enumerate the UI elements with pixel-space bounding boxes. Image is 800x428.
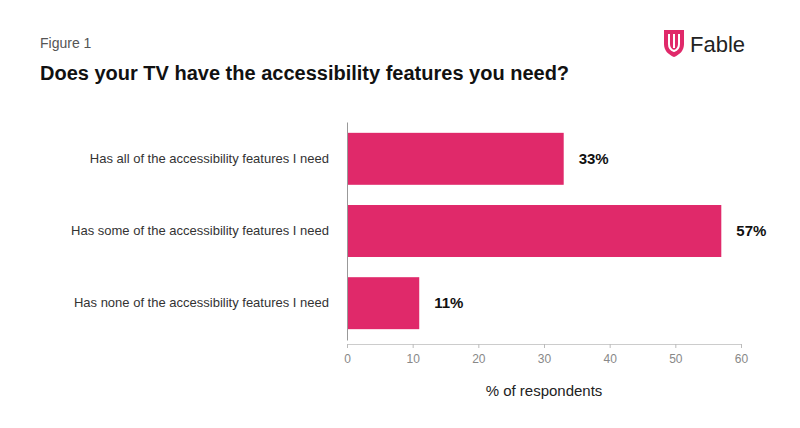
- x-tick: 40: [603, 344, 617, 366]
- title: Does your TV have the accessibility feat…: [40, 62, 569, 84]
- x-tick: 50: [669, 344, 683, 366]
- data-labels: 33% 57% 11%: [434, 150, 766, 311]
- x-tick-label: 40: [603, 352, 617, 366]
- x-tick: 30: [538, 344, 552, 366]
- x-tick-mark: [478, 344, 479, 348]
- chart-svg: Figure 1 Does your TV have the accessibil…: [0, 0, 800, 428]
- x-tick-mark: [675, 344, 676, 348]
- x-tick: 20: [472, 344, 486, 366]
- y-tick-label: Has some of the accessibility features I…: [71, 223, 329, 238]
- y-tick-label: Has all of the accessibility features I …: [90, 151, 329, 166]
- logo-icon: [664, 30, 684, 57]
- y-tick: Has none of the accessibility features I…: [74, 295, 329, 310]
- bar: [347, 277, 419, 329]
- y-tick: Has some of the accessibility features I…: [71, 223, 329, 238]
- x-tick-mark: [413, 344, 414, 348]
- y-axis-line: [347, 123, 348, 341]
- y-axis: Has all of the accessibility features I …: [71, 123, 347, 341]
- x-tick-mark: [741, 344, 742, 348]
- logo-icon-detail: [669, 34, 679, 51]
- x-tick-mark: [610, 344, 611, 348]
- x-axis: 0 10 20 30 40 50 60: [344, 344, 748, 366]
- bars: [347, 133, 721, 329]
- logo: Fable: [664, 30, 745, 57]
- chart-container: Figure 1 Does your TV have the accessibil…: [0, 0, 800, 428]
- x-tick: 60: [735, 344, 749, 366]
- x-axis-title: % of respondents: [486, 382, 603, 399]
- x-tick-label: 0: [344, 352, 351, 366]
- x-tick: 0: [344, 344, 351, 366]
- x-tick: 10: [406, 344, 420, 366]
- x-tick-label: 60: [735, 352, 749, 366]
- bar: [347, 133, 564, 185]
- y-tick: Has all of the accessibility features I …: [90, 151, 329, 166]
- logo-text: Fable: [690, 32, 745, 57]
- x-tick-label: 50: [669, 352, 683, 366]
- x-tick-mark: [544, 344, 545, 348]
- x-tick-label: 10: [406, 352, 420, 366]
- bar: [347, 205, 721, 257]
- x-tick-label: 20: [472, 352, 486, 366]
- x-tick-mark: [347, 344, 348, 348]
- data-label: 57%: [736, 222, 766, 239]
- x-tick-label: 30: [538, 352, 552, 366]
- data-label: 11%: [434, 294, 463, 311]
- data-label: 33%: [579, 150, 609, 167]
- y-tick-label: Has none of the accessibility features I…: [74, 295, 329, 310]
- subtitle: Figure 1: [40, 35, 92, 51]
